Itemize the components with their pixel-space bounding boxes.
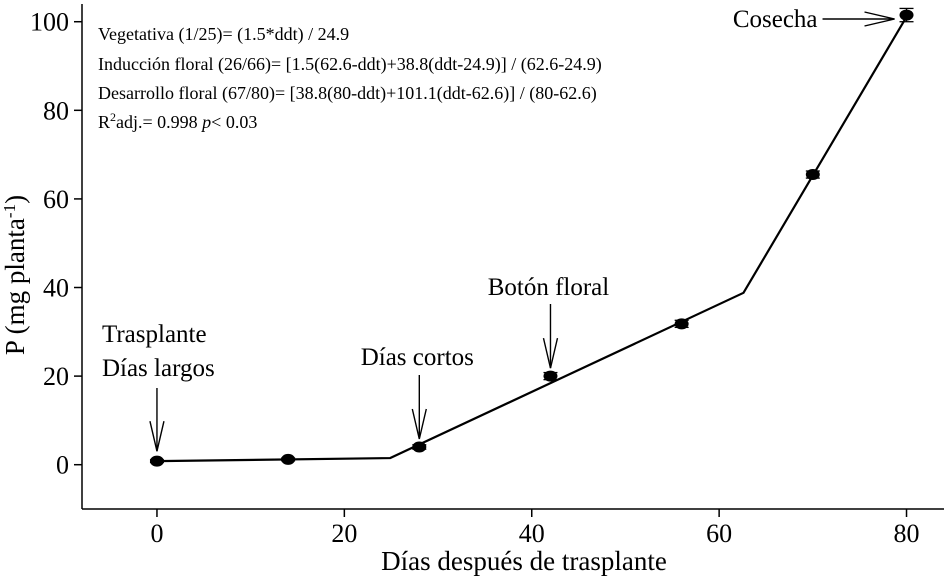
r2-superscript: 2 — [110, 110, 116, 124]
y-tick-label: 80 — [43, 96, 69, 125]
axes — [81, 4, 944, 510]
y-tick-label: 20 — [43, 362, 69, 391]
equation-induccion-floral: Inducción floral (26/66)= [1.5(62.6-ddt)… — [98, 54, 602, 75]
r2-r: R — [98, 112, 110, 132]
data-point — [149, 455, 164, 467]
data-point — [543, 370, 558, 382]
y-axis-title: P (mg planta-1) — [0, 195, 30, 355]
x-axis-title: Días después de trasplante — [381, 546, 667, 576]
annotation-boton-floral-label: Botón floral — [488, 274, 610, 301]
annotation-boton-floral-arrow-head — [542, 337, 559, 369]
y-axis-title-main: P (mg planta — [0, 218, 30, 355]
data-point — [674, 318, 689, 330]
equation-vegetativa: Vegetativa (1/25)= (1.5*ddt) / 24.9 — [98, 24, 349, 45]
data-points-group — [149, 7, 914, 467]
x-tick-label: 20 — [331, 519, 357, 548]
data-point — [281, 453, 296, 465]
y-axis-title-superscript: -1 — [0, 204, 19, 218]
annotation-dias-largos-label: Días largos — [102, 355, 215, 382]
y-tick-label: 100 — [30, 8, 69, 37]
x-tick-label: 80 — [894, 519, 920, 548]
x-tick-label: 60 — [706, 519, 732, 548]
fitted-segmented-line — [156, 16, 908, 463]
fitted-line-group — [156, 16, 908, 463]
y-tick-label: 40 — [43, 274, 69, 303]
annotations-group: Trasplante Días largos Días cortos Botón fl… — [102, 6, 895, 452]
x-tick-label: 0 — [150, 519, 163, 548]
equation-desarrollo-floral: Desarrollo floral (67/80)= [38.8(80-ddt)… — [98, 83, 597, 104]
annotation-dias-cortos-arrow-head — [411, 408, 427, 440]
y-ticks: 0 20 40 60 80 100 — [30, 8, 82, 480]
y-tick-label: 0 — [56, 451, 69, 480]
equations-block: Vegetativa (1/25)= (1.5*ddt) / 24.9 Indu… — [98, 24, 602, 132]
annotation-trasplante-label: Trasplante — [102, 321, 207, 348]
x-tick-label: 40 — [519, 519, 545, 548]
annotation-cosecha-arrow-head — [864, 11, 895, 27]
y-axis-title-close: ) — [0, 195, 30, 204]
annotation-cosecha-label: Cosecha — [733, 6, 818, 33]
annotation-dias-cortos-label: Días cortos — [361, 344, 474, 371]
r2-statistic: R2adj.= 0.998 p< 0.03 — [98, 110, 257, 132]
y-tick-label: 60 — [43, 185, 69, 214]
x-ticks: 0 20 40 60 80 — [150, 509, 920, 548]
data-point — [412, 441, 427, 453]
data-point — [805, 169, 820, 181]
r2-p-value: < 0.03 — [211, 112, 257, 132]
data-point — [899, 9, 914, 21]
annotation-trasplante-arrow-head — [149, 420, 165, 452]
r2-p: p — [200, 112, 211, 132]
r2-value: adj.= 0.998 — [116, 112, 202, 132]
